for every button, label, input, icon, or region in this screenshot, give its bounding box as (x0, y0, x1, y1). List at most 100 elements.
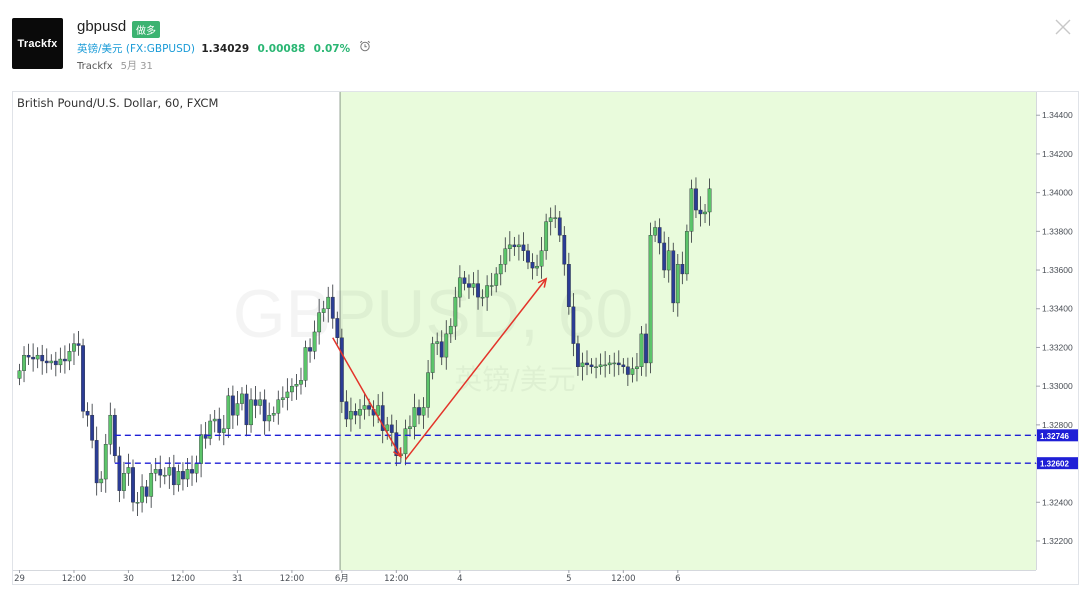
author-name[interactable]: Trackfx (77, 61, 113, 72)
candle-body (149, 473, 154, 497)
candle-body (394, 432, 399, 457)
candle-body (303, 347, 308, 381)
candle-body (199, 434, 203, 464)
candle-body (63, 358, 67, 362)
arrow-head (537, 277, 548, 288)
price-change-percent: 0.07% (313, 43, 351, 55)
author-logo[interactable]: Trackfx (12, 18, 63, 69)
candle-body (203, 434, 208, 439)
candle-body (467, 283, 471, 288)
price-tick-label: 1.33000 (1042, 381, 1073, 391)
candle-body (312, 331, 317, 352)
candle-body (521, 244, 526, 251)
last-price: 1.34029 (201, 43, 250, 55)
level-label: 1.32602 (1040, 460, 1069, 469)
candle-body (135, 502, 140, 504)
candle-body (675, 264, 680, 304)
publish-date: 5月 31 (120, 61, 153, 72)
candle-body (49, 360, 54, 364)
idea-header: Trackfx gbpusd 做多 英镑/美元 (FX:GBPUSD) 1.34… (0, 0, 1080, 88)
chart-container[interactable]: GBPUSD, 60 英镑/美元 1.34400 1.34200 1.34000 1.33… (12, 91, 1079, 585)
candle-body (126, 467, 131, 474)
candle-body (453, 296, 458, 327)
candle-body (162, 474, 167, 477)
candle-body (621, 364, 626, 368)
candle-body (131, 467, 135, 503)
candle-body (562, 235, 567, 265)
candle-body (680, 264, 685, 275)
time-tick-label: 30 (123, 574, 134, 584)
price-tick-label: 1.34200 (1042, 149, 1073, 159)
candle-body (380, 405, 385, 431)
idea-title: gbpusd (77, 18, 127, 35)
candle-body (267, 414, 272, 422)
candle-body (657, 227, 662, 244)
candle-body (580, 362, 585, 368)
candle-body (635, 366, 639, 369)
candle-body (40, 354, 45, 362)
candle-body (240, 393, 244, 404)
candle-body (262, 399, 267, 422)
price-chart[interactable]: GBPUSD, 60英镑/美元1.344001.342001.340001.33… (13, 92, 1078, 584)
candle-body (167, 467, 172, 476)
candle-body (103, 444, 108, 480)
candle-body (703, 211, 707, 215)
candle-body (344, 401, 349, 420)
candle-body (607, 362, 612, 366)
candle-body (539, 250, 544, 267)
candle-body (94, 440, 99, 484)
time-tick-label: 31 (232, 574, 243, 584)
time-tick-label: 12:00 (384, 574, 409, 584)
candle-body (153, 469, 158, 474)
candle-body (616, 362, 621, 366)
candle-body (630, 368, 635, 375)
candle-body (471, 283, 476, 288)
candle-body (76, 343, 81, 346)
arrow-head (393, 447, 402, 459)
candle-body (421, 407, 426, 416)
candle-body (185, 469, 190, 480)
price-change: 0.00088 (257, 43, 306, 55)
candle-body (408, 426, 412, 429)
candle-body (707, 188, 712, 213)
ticker-symbol-link[interactable]: (FX:GBPUSD) (125, 43, 195, 55)
meta-row: Trackfx 5月 31 (77, 57, 153, 72)
candle-body (171, 467, 176, 486)
candle-body (208, 420, 213, 439)
candle-body (31, 356, 36, 360)
candle-body (271, 413, 276, 416)
candle-body (67, 351, 72, 362)
candle-body (503, 248, 508, 265)
candle-body (253, 399, 258, 406)
candle-body (144, 486, 149, 497)
candle-body (684, 231, 689, 275)
candle-body (480, 296, 485, 299)
candle-body (426, 372, 430, 408)
candle-body (140, 486, 144, 503)
close-icon[interactable] (1054, 18, 1072, 36)
candle-body (294, 384, 299, 387)
candle-body (35, 354, 40, 360)
ticker-row: 英镑/美元 (FX:GBPUSD) 1.34029 0.00088 0.07% (77, 40, 371, 56)
candle-body (358, 409, 362, 416)
candle-body (326, 296, 331, 309)
ticker-name-link[interactable]: 英镑/美元 (77, 43, 123, 55)
candles-group (17, 177, 712, 517)
candle-body (594, 366, 598, 369)
candle-body (339, 337, 344, 402)
candle-body (85, 411, 90, 416)
alarm-clock-icon[interactable] (359, 40, 371, 55)
candle-body (249, 399, 253, 426)
watermark-name: 英镑/美元 (454, 363, 575, 396)
candle-body (530, 262, 535, 269)
candle-body (526, 250, 530, 263)
candle-body (566, 264, 571, 308)
candle-body (44, 360, 49, 364)
candle-body (53, 360, 58, 366)
price-tick-label: 1.34000 (1042, 188, 1073, 198)
candle-body (335, 318, 340, 338)
candle-body (448, 325, 453, 335)
trend-arrow (404, 278, 547, 461)
time-tick-label: 12:00 (171, 574, 196, 584)
candle-body (430, 343, 435, 373)
